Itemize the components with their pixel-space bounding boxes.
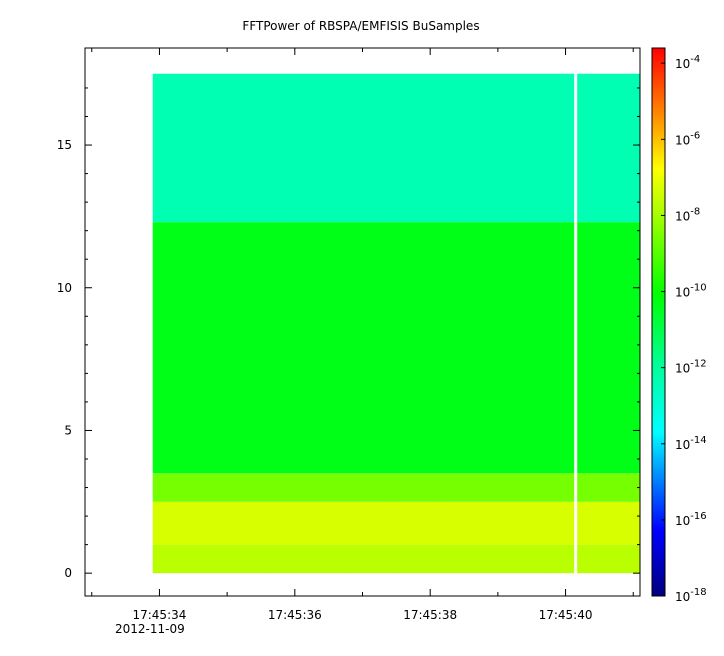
colorbar-tick-label: 10-14 xyxy=(675,435,707,452)
colorbar-tick-label: 10-12 xyxy=(675,359,707,376)
spectrogram-band xyxy=(152,222,640,474)
y-tick-label: 15 xyxy=(57,138,72,152)
colorbar-gradient xyxy=(651,47,666,597)
x-tick-label: 17:45:34 xyxy=(132,608,186,622)
colorbar-tick-label: 10-18 xyxy=(675,587,707,604)
x-tick-label: 17:45:40 xyxy=(539,608,593,622)
colorbar-tick-label: 10-4 xyxy=(675,54,700,71)
y-tick-label: 5 xyxy=(64,423,72,437)
spectrogram-band xyxy=(152,73,640,223)
x-axis: 17:45:34 17:45:36 17:45:38 17:45:40 xyxy=(91,48,634,622)
colorbar-tick-label: 10-10 xyxy=(675,283,707,300)
x-tick-label: 17:45:36 xyxy=(268,608,322,622)
spectrogram-band xyxy=(152,544,640,574)
spectrogram-bands xyxy=(152,73,640,574)
plot-area xyxy=(84,47,641,597)
colorbar-tick-label: 10-6 xyxy=(675,130,700,147)
y-tick-label: 10 xyxy=(57,281,72,295)
chart-title: FFTPower of RBSPA/EMFISIS BuSamples xyxy=(242,19,479,33)
spectrogram-band xyxy=(152,473,640,502)
spectrogram-band xyxy=(152,501,640,545)
date-label: 2012-11-09 xyxy=(115,622,185,636)
data-gap xyxy=(574,73,578,574)
y-tick-label: 0 xyxy=(64,566,72,580)
colorbar-tick-label: 10-8 xyxy=(675,206,700,223)
colorbar: 10-4 10-6 10-8 10-10 10-12 10-14 10-16 10-18 xyxy=(651,47,707,604)
x-tick-label: 17:45:38 xyxy=(403,608,457,622)
colorbar-tick-label: 10-16 xyxy=(675,511,707,528)
colorbar-ticks: 10-4 10-6 10-8 10-10 10-12 10-14 10-16 10-18 xyxy=(661,54,707,604)
y-axis: 0 5 10 15 xyxy=(57,87,640,580)
